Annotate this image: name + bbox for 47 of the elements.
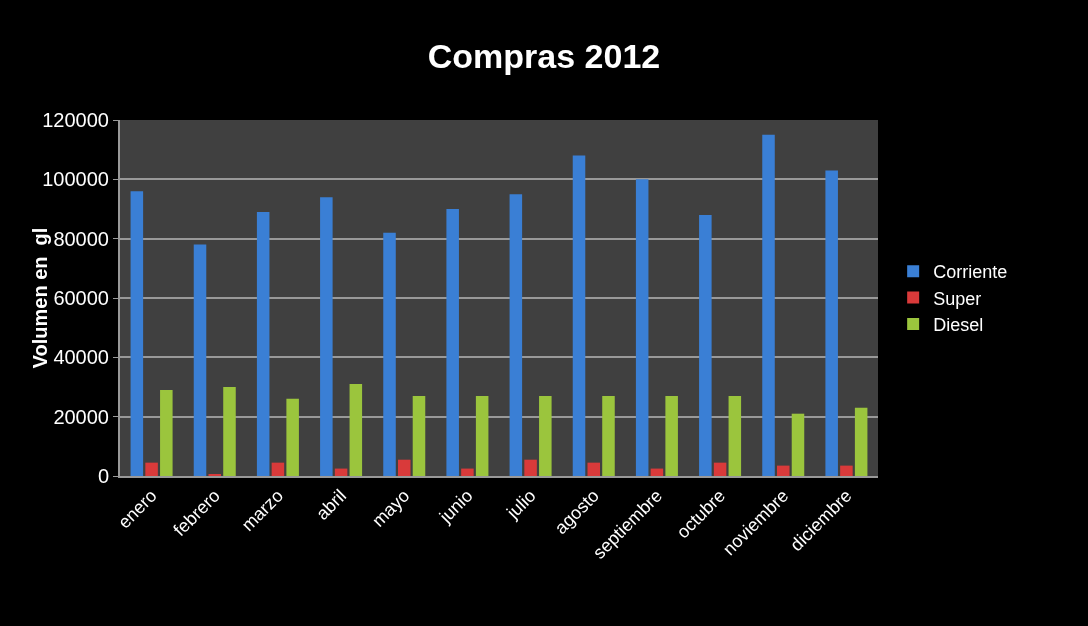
bar — [349, 384, 363, 476]
legend-label: Diesel — [933, 315, 984, 336]
bar — [602, 395, 615, 476]
bar — [446, 209, 459, 476]
bar — [193, 244, 207, 476]
bar — [650, 468, 664, 476]
bar — [728, 395, 742, 476]
bar — [713, 462, 727, 476]
bar — [383, 232, 396, 476]
bar — [587, 462, 601, 476]
bar — [271, 462, 285, 476]
chart-title: Compras 2012 — [427, 36, 661, 75]
bar — [524, 459, 537, 476]
bar — [840, 465, 853, 476]
bar — [160, 389, 173, 476]
y-tick-label: 80000 — [53, 227, 109, 250]
y-tick-label: 100000 — [42, 168, 109, 191]
bar — [635, 179, 649, 476]
bar — [825, 170, 838, 476]
bar — [130, 191, 144, 476]
bar — [475, 395, 489, 476]
y-tick-label: 60000 — [53, 287, 109, 309]
bar — [776, 465, 790, 476]
bar — [762, 134, 775, 476]
y-axis-title: Volumen en gl — [29, 227, 52, 369]
bar — [286, 398, 299, 476]
bar — [412, 395, 426, 476]
bar — [854, 407, 868, 476]
bar — [572, 155, 586, 476]
bar — [256, 211, 270, 476]
legend-label: Corriente — [933, 262, 1008, 283]
y-tick-label: 0 — [97, 465, 109, 487]
bar — [223, 387, 236, 476]
legend-label: Super — [933, 288, 982, 309]
bar — [397, 459, 411, 476]
bar — [665, 395, 678, 476]
bar — [334, 468, 348, 476]
y-tick-label: 40000 — [53, 346, 109, 369]
y-tick-label: 120000 — [42, 109, 109, 131]
bar — [699, 214, 712, 476]
bar — [509, 194, 523, 476]
bar — [539, 395, 552, 476]
bar — [791, 413, 805, 476]
bar — [145, 462, 158, 476]
bar — [461, 468, 474, 476]
y-tick-label: 20000 — [53, 405, 109, 428]
bar — [320, 197, 333, 476]
